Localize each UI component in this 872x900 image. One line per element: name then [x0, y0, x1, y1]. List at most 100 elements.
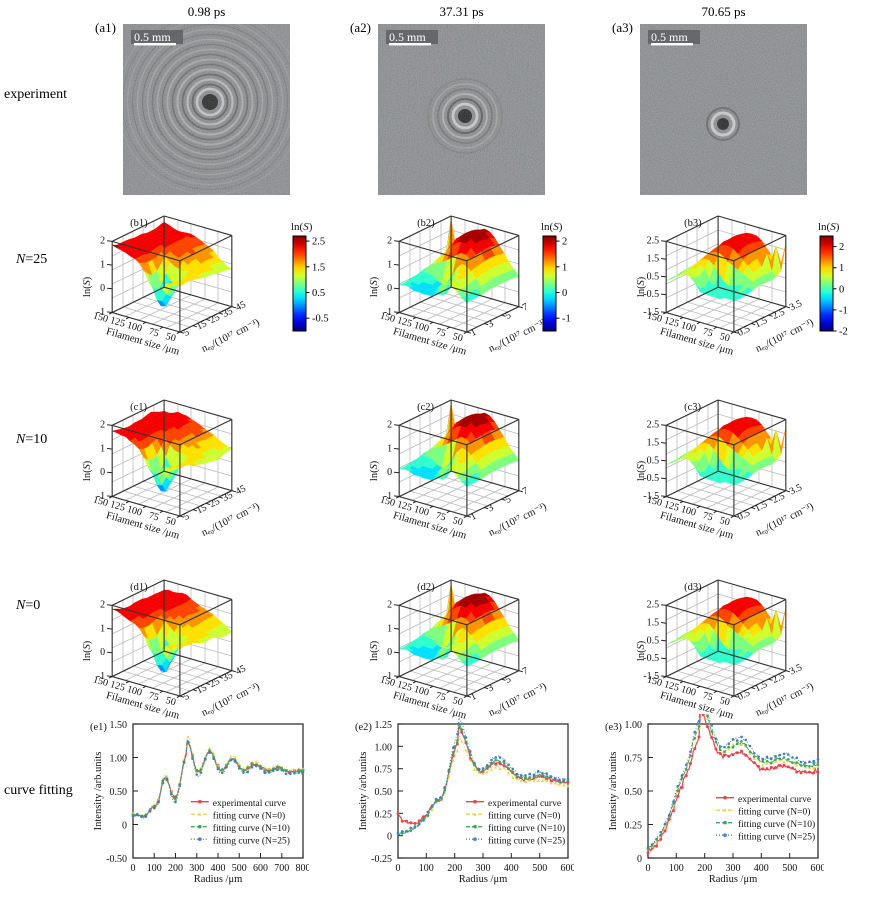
svg-text:-1: -1 [384, 671, 392, 682]
svg-text:2: 2 [387, 420, 392, 431]
svg-text:ln(S): ln(S) [82, 640, 93, 661]
svg-text:1.5: 1.5 [753, 499, 769, 514]
svg-text:3: 3 [486, 682, 495, 694]
svg-text:-1: -1 [97, 491, 105, 502]
svg-text:0.5: 0.5 [647, 271, 660, 282]
svg-text:fitting curve (N=0): fitting curve (N=0) [213, 811, 285, 822]
svg-text:5: 5 [182, 511, 191, 523]
svg-text:-1.5: -1.5 [643, 491, 659, 502]
svg-text:1: 1 [469, 511, 478, 523]
svg-text:0.5: 0.5 [736, 508, 752, 523]
svg-text:2: 2 [562, 237, 567, 248]
svg-text:fitting curve (N=25): fitting curve (N=25) [213, 836, 290, 847]
svg-text:3: 3 [486, 318, 495, 330]
svg-text:ln(S): ln(S) [369, 640, 380, 661]
svg-text:2: 2 [100, 236, 105, 247]
svg-text:fitting curve (N=25): fitting curve (N=25) [488, 836, 565, 847]
svg-text:5: 5 [504, 494, 513, 506]
svg-text:-0.5: -0.5 [312, 314, 329, 325]
svg-text:Intensity /arb.units: Intensity /arb.units [608, 752, 619, 831]
svg-text:1: 1 [469, 327, 478, 339]
svg-text:0.5 mm: 0.5 mm [134, 30, 171, 44]
svg-text:0.25: 0.25 [375, 809, 393, 820]
svg-text:0.5: 0.5 [647, 635, 660, 646]
svg-text:Radius /μm: Radius /μm [194, 874, 243, 885]
svg-text:7: 7 [521, 301, 530, 313]
svg-text:600: 600 [253, 863, 268, 874]
svg-text:700: 700 [274, 863, 289, 874]
svg-text:1.25: 1.25 [375, 720, 393, 731]
svg-text:1.00: 1.00 [625, 720, 643, 731]
svg-text:1.00: 1.00 [110, 754, 128, 765]
svg-text:1: 1 [469, 691, 478, 703]
svg-text:(c1): (c1) [130, 402, 147, 413]
svg-text:5: 5 [182, 327, 191, 339]
svg-text:(c2): (c2) [417, 402, 434, 413]
svg-text:5: 5 [182, 691, 191, 703]
svg-text:25: 25 [208, 312, 222, 326]
svg-text:2.5: 2.5 [771, 491, 787, 506]
svg-text:nₑ₀/(10¹⁷ cm⁻³): nₑ₀/(10¹⁷ cm⁻³) [200, 501, 262, 539]
svg-text:-2: -2 [839, 327, 848, 338]
svg-text:45: 45 [234, 483, 248, 497]
svg-text:Intensity /arb.units: Intensity /arb.units [358, 752, 369, 831]
svg-text:400: 400 [504, 863, 519, 874]
svg-text:(c3): (c3) [684, 402, 701, 413]
svg-text:Intensity /arb.units: Intensity /arb.units [93, 752, 104, 831]
svg-text:800: 800 [296, 863, 310, 874]
svg-text:2: 2 [387, 236, 392, 247]
svg-text:100: 100 [419, 863, 434, 874]
svg-text:0.75: 0.75 [375, 765, 393, 776]
svg-text:fitting curve (N=10): fitting curve (N=10) [213, 823, 290, 834]
svg-text:ln(S): ln(S) [82, 276, 93, 297]
svg-text:1: 1 [562, 262, 567, 273]
svg-text:-0.25: -0.25 [371, 854, 392, 865]
svg-text:0: 0 [396, 863, 401, 874]
svg-text:35: 35 [221, 670, 235, 684]
svg-text:0.75: 0.75 [625, 754, 643, 765]
svg-text:2: 2 [100, 420, 105, 431]
svg-text:1.5: 1.5 [647, 254, 660, 265]
svg-text:1.5: 1.5 [312, 262, 325, 273]
svg-text:35: 35 [221, 490, 235, 504]
svg-text:0: 0 [100, 283, 105, 294]
svg-text:35: 35 [221, 306, 235, 320]
svg-text:-1: -1 [97, 307, 105, 318]
svg-text:fitting curve (N=10): fitting curve (N=10) [488, 823, 565, 834]
svg-text:45: 45 [234, 299, 248, 313]
svg-text:2.5: 2.5 [771, 671, 787, 686]
svg-text:2.5: 2.5 [312, 237, 325, 248]
svg-text:2.5: 2.5 [647, 236, 660, 247]
svg-text:600: 600 [561, 863, 575, 874]
svg-text:0.5 mm: 0.5 mm [651, 30, 688, 44]
svg-text:(d1): (d1) [130, 582, 148, 593]
svg-text:2: 2 [839, 242, 844, 253]
svg-text:experimental curve: experimental curve [488, 799, 561, 809]
svg-text:5: 5 [504, 310, 513, 322]
svg-text:(b1): (b1) [130, 218, 148, 229]
svg-text:0: 0 [646, 863, 651, 874]
svg-text:3.5: 3.5 [788, 482, 804, 497]
svg-text:2.5: 2.5 [647, 420, 660, 431]
svg-text:200: 200 [697, 863, 712, 874]
svg-text:500: 500 [232, 863, 247, 874]
svg-text:1.50: 1.50 [110, 720, 128, 731]
svg-text:-1: -1 [97, 671, 105, 682]
svg-text:400: 400 [211, 863, 226, 874]
svg-text:0: 0 [131, 863, 136, 874]
svg-text:0.5: 0.5 [736, 324, 752, 339]
svg-text:1.5: 1.5 [647, 618, 660, 629]
svg-text:0.50: 0.50 [375, 787, 393, 798]
svg-text:(d3): (d3) [684, 582, 702, 593]
svg-text:200: 200 [447, 863, 462, 874]
svg-text:3.5: 3.5 [788, 298, 804, 313]
svg-text:(b3): (b3) [684, 218, 702, 229]
svg-text:300: 300 [726, 863, 741, 874]
svg-text:(e1): (e1) [90, 722, 107, 733]
svg-text:ln(S): ln(S) [82, 460, 93, 481]
svg-text:(e3): (e3) [605, 722, 622, 733]
svg-text:1: 1 [100, 623, 105, 634]
svg-text:0.5: 0.5 [736, 688, 752, 703]
svg-text:ln(S): ln(S) [818, 221, 840, 233]
svg-text:0.50: 0.50 [625, 787, 643, 798]
